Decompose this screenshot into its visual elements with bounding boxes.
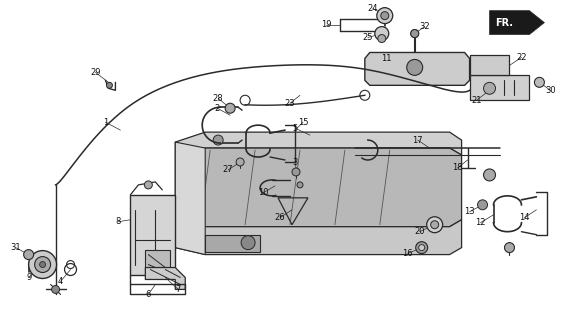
Polygon shape bbox=[175, 220, 462, 255]
Circle shape bbox=[431, 221, 438, 229]
Text: 24: 24 bbox=[367, 4, 378, 13]
Circle shape bbox=[145, 181, 152, 189]
Polygon shape bbox=[145, 268, 185, 289]
Text: 11: 11 bbox=[381, 54, 392, 63]
Text: 29: 29 bbox=[90, 68, 101, 77]
Circle shape bbox=[407, 60, 423, 76]
Circle shape bbox=[377, 8, 393, 24]
Text: 10: 10 bbox=[258, 188, 268, 197]
Polygon shape bbox=[205, 235, 260, 252]
Circle shape bbox=[225, 103, 235, 113]
Text: 18: 18 bbox=[452, 164, 463, 172]
Text: 6: 6 bbox=[146, 290, 151, 299]
Text: 5: 5 bbox=[292, 124, 297, 132]
Text: 3: 3 bbox=[292, 158, 298, 167]
Text: 16: 16 bbox=[402, 249, 413, 258]
Circle shape bbox=[410, 29, 419, 37]
Text: 23: 23 bbox=[285, 99, 296, 108]
Polygon shape bbox=[175, 142, 205, 255]
Circle shape bbox=[416, 242, 428, 253]
Circle shape bbox=[419, 244, 424, 251]
Circle shape bbox=[24, 250, 34, 260]
Text: 26: 26 bbox=[275, 213, 285, 222]
Polygon shape bbox=[469, 55, 510, 76]
Polygon shape bbox=[365, 52, 469, 85]
Text: 7: 7 bbox=[175, 285, 181, 294]
Text: 17: 17 bbox=[412, 136, 423, 145]
Circle shape bbox=[51, 285, 59, 293]
Circle shape bbox=[236, 158, 244, 166]
Text: 9: 9 bbox=[26, 273, 31, 282]
Text: 14: 14 bbox=[519, 213, 530, 222]
Circle shape bbox=[504, 243, 514, 252]
Circle shape bbox=[410, 29, 419, 37]
Text: 27: 27 bbox=[223, 165, 233, 174]
Text: 30: 30 bbox=[545, 86, 556, 95]
Text: 22: 22 bbox=[516, 53, 526, 62]
Circle shape bbox=[483, 82, 496, 94]
Circle shape bbox=[378, 35, 386, 43]
Text: 25: 25 bbox=[363, 33, 373, 42]
Circle shape bbox=[535, 77, 545, 87]
Text: 32: 32 bbox=[419, 22, 430, 31]
Text: 1: 1 bbox=[103, 118, 108, 127]
Text: 28: 28 bbox=[213, 94, 223, 103]
Text: FR.: FR. bbox=[496, 18, 514, 28]
Polygon shape bbox=[175, 148, 462, 227]
Text: 15: 15 bbox=[298, 118, 308, 127]
Circle shape bbox=[241, 236, 255, 250]
Polygon shape bbox=[469, 76, 529, 100]
Text: 19: 19 bbox=[321, 20, 331, 29]
Polygon shape bbox=[145, 250, 170, 269]
Circle shape bbox=[375, 27, 389, 41]
Circle shape bbox=[40, 261, 45, 268]
Polygon shape bbox=[490, 11, 545, 35]
Circle shape bbox=[477, 200, 487, 210]
Polygon shape bbox=[175, 132, 462, 155]
Circle shape bbox=[427, 217, 442, 233]
Circle shape bbox=[381, 12, 389, 20]
Text: 20: 20 bbox=[415, 227, 425, 236]
Text: 12: 12 bbox=[475, 218, 486, 227]
Circle shape bbox=[292, 168, 300, 176]
Polygon shape bbox=[131, 195, 175, 275]
Text: 2: 2 bbox=[215, 104, 220, 113]
Text: 21: 21 bbox=[471, 96, 482, 105]
Text: 31: 31 bbox=[10, 243, 21, 252]
Text: 4: 4 bbox=[58, 277, 63, 286]
Text: 13: 13 bbox=[464, 207, 475, 216]
Circle shape bbox=[483, 169, 496, 181]
Circle shape bbox=[34, 257, 51, 273]
Circle shape bbox=[297, 182, 303, 188]
Circle shape bbox=[107, 82, 113, 88]
Circle shape bbox=[29, 251, 57, 278]
Text: 8: 8 bbox=[116, 217, 121, 226]
Circle shape bbox=[213, 135, 223, 145]
